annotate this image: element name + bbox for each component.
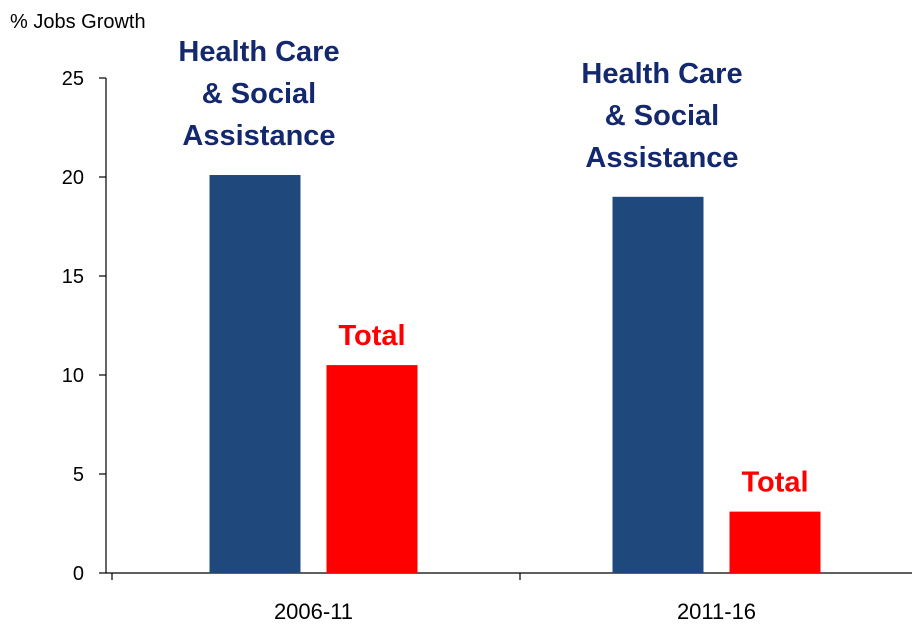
series-label: Health Care & Social Assistance — [178, 36, 339, 152]
series-label-line: Assistance — [585, 142, 738, 174]
y-tick-label: 0 — [73, 563, 84, 585]
x-tick-label: 2006-11 — [274, 599, 353, 624]
series-label: Total — [338, 320, 405, 352]
series-label: Total — [741, 467, 808, 499]
bar — [729, 511, 821, 573]
series-label-line: & Social — [202, 78, 316, 110]
series-label-line: & Social — [605, 100, 719, 132]
y-axis-title: % Jobs Growth — [10, 11, 146, 33]
bars — [209, 175, 821, 574]
x-tick-label: 2011-16 — [677, 599, 756, 624]
axes: 0 5 10 15 20 25 2006-11 2011-16 — [62, 68, 912, 624]
bar — [612, 196, 704, 574]
bar — [326, 365, 418, 573]
y-tick-label: 10 — [62, 365, 84, 387]
series-label-line: Total — [741, 467, 808, 499]
y-tick-label: 25 — [62, 68, 84, 90]
series-label-line: Total — [338, 320, 405, 352]
y-tick-label: 5 — [73, 464, 84, 486]
y-tick-label: 15 — [62, 266, 84, 288]
series-label-line: Assistance — [182, 120, 335, 152]
series-label-line: Health Care — [178, 36, 339, 68]
series-label-line: Health Care — [581, 58, 742, 90]
series-label: Health Care & Social Assistance — [581, 58, 742, 174]
y-tick-label: 20 — [62, 167, 84, 189]
bar — [209, 175, 301, 573]
